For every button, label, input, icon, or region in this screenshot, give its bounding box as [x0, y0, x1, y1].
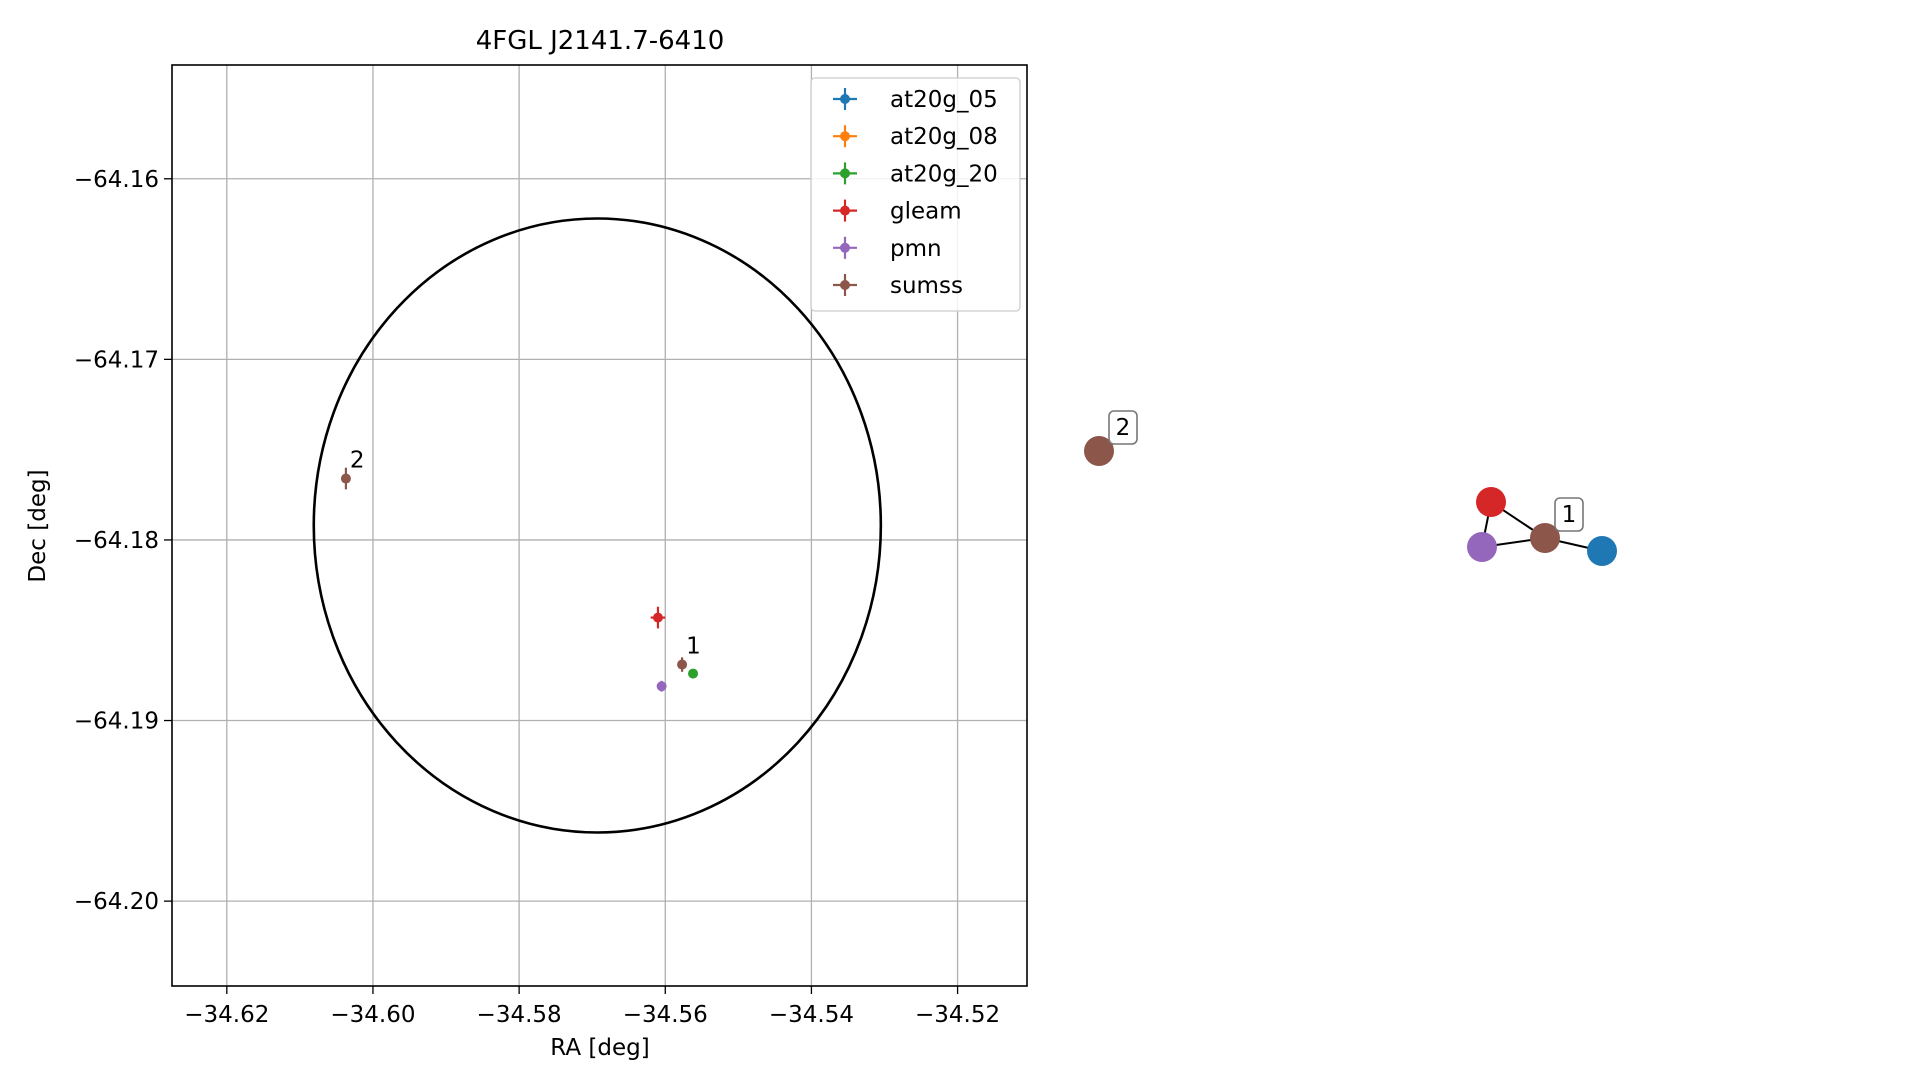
legend-marker-dot — [840, 280, 850, 290]
node-label: 1 — [1562, 502, 1577, 528]
data-point-sumss: 2 — [340, 448, 365, 490]
legend-entry-at20g_08: at20g_08 — [833, 124, 998, 150]
y-axis-label: Dec [deg] — [25, 469, 51, 582]
x-axis-ticks: −34.62 −34.60 −34.58 −34.56 −34.54 −34.52 — [184, 986, 1000, 1028]
data-point-gleam — [650, 606, 666, 629]
data-point-at20g_20 — [688, 668, 699, 679]
association-graph: 21 — [1084, 410, 1617, 566]
point-label: 1 — [686, 634, 701, 660]
data-point-sumss: 1 — [677, 634, 701, 672]
localization-ellipse-layer — [312, 217, 883, 834]
x-tick-label: −34.56 — [623, 1002, 708, 1028]
legend-label: sumss — [890, 273, 963, 299]
localization-ellipse — [312, 217, 883, 834]
legend-label: at20g_08 — [890, 124, 998, 150]
point-marker — [656, 681, 667, 692]
graph-node-gleam — [1476, 487, 1506, 517]
node-marker — [1476, 487, 1506, 517]
y-tick-label: −64.18 — [74, 528, 159, 554]
legend-entry-at20g_05: at20g_05 — [833, 87, 998, 113]
point-marker — [652, 612, 663, 623]
sky-scatter-plot: 4FGL J2141.7-6410 12 −34.62 −34.60 −34.58−… — [25, 26, 1028, 1061]
node-label-box — [1554, 497, 1584, 532]
y-axis-ticks: −64.16 −64.17 −64.18 −64.19 −64.20 — [74, 167, 172, 915]
node-label-box — [1108, 410, 1138, 445]
node-label: 2 — [1116, 415, 1131, 441]
y-tick-label: −64.20 — [74, 889, 159, 915]
point-marker — [340, 473, 351, 484]
data-point-pmn — [656, 680, 667, 692]
graph-nodes: 21 — [1084, 410, 1617, 566]
x-tick-label: −34.60 — [330, 1002, 415, 1028]
x-tick-label: −34.62 — [184, 1002, 269, 1028]
legend-marker-dot — [840, 94, 850, 104]
point-marker — [688, 668, 699, 679]
x-tick-label: −34.58 — [477, 1002, 562, 1028]
legend-marker-dot — [840, 242, 850, 253]
chart-title: 4FGL J2141.7-6410 — [476, 26, 725, 56]
legend-marker-dot — [840, 131, 850, 142]
legend-entry-at20g_20: at20g_20 — [833, 161, 998, 187]
y-tick-label: −64.16 — [74, 167, 159, 193]
legend-label: gleam — [890, 199, 962, 225]
legend-marker-dot — [840, 168, 850, 179]
legend-label: at20g_05 — [890, 87, 998, 113]
graph-node-pmn — [1467, 532, 1497, 562]
node-marker — [1467, 532, 1497, 562]
legend-label: pmn — [890, 236, 942, 262]
x-tick-label: −34.52 — [915, 1002, 1000, 1028]
legend-entry-gleam: gleam — [833, 199, 962, 225]
graph-node-sumss-1: 1 — [1530, 497, 1584, 553]
node-marker — [1587, 536, 1617, 566]
legend-label: at20g_20 — [890, 161, 998, 187]
graph-node-sumss-2: 2 — [1084, 410, 1138, 466]
data-points-layer: 12 — [340, 448, 701, 692]
x-axis-label: RA [deg] — [550, 1035, 649, 1061]
legend-frame — [810, 77, 1021, 312]
plot-frame — [171, 64, 1028, 987]
y-tick-label: −64.19 — [74, 709, 159, 735]
graph-node-at20g — [1587, 536, 1617, 566]
point-label: 2 — [350, 448, 365, 474]
legend-entry-pmn: pmn — [833, 236, 942, 262]
y-tick-label: −64.17 — [74, 347, 159, 373]
legend-marker-dot — [840, 205, 850, 216]
node-marker — [1084, 436, 1114, 466]
point-marker — [677, 659, 688, 670]
x-tick-label: −34.54 — [769, 1002, 854, 1028]
node-marker — [1530, 523, 1560, 553]
legend-entry-sumss: sumss — [833, 273, 963, 299]
